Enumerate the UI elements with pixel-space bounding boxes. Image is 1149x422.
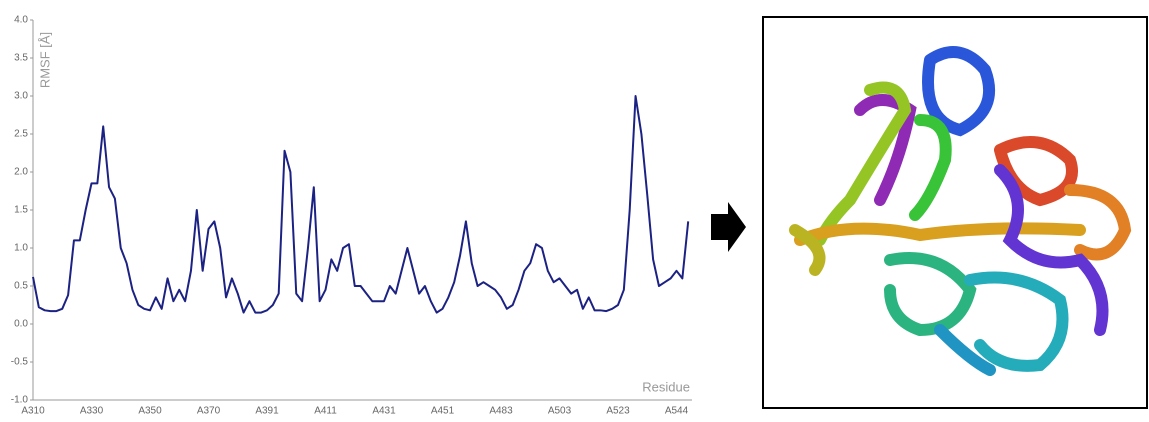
y-tick-label: 2.0 — [14, 167, 28, 178]
x-tick-label: A451 — [431, 406, 455, 417]
x-tick-label: A483 — [489, 406, 513, 417]
page: RMSF [Å] Residue -1.0 -0.5 0.0 0.5 1.0 1.5 2.0… — [0, 0, 1149, 422]
y-tick-label: -0.5 — [11, 357, 29, 368]
x-tick-label: A310 — [21, 406, 45, 417]
arrow — [711, 202, 746, 252]
x-tick-label: A370 — [197, 406, 221, 417]
x-axis-label: Residue — [642, 379, 690, 394]
x-tick-label: A544 — [665, 406, 689, 417]
x-tick-label: A350 — [138, 406, 162, 417]
x-tick-label: A411 — [314, 406, 337, 417]
figure: RMSF [Å] Residue -1.0 -0.5 0.0 0.5 1.0 1.5 2.0… — [0, 0, 1149, 417]
y-axis-label: RMSF [Å] — [37, 32, 52, 88]
y-tick-label: 3.5 — [14, 53, 28, 64]
y-tick-label: 1.0 — [14, 243, 28, 254]
y-tick-label: 1.5 — [14, 205, 28, 216]
x-tick-label: A503 — [548, 406, 572, 417]
x-tick-label: A523 — [606, 406, 630, 417]
rmsf-line — [33, 96, 688, 313]
y-tick-label: 0.5 — [14, 281, 28, 292]
y-tick-label: 4.0 — [14, 15, 28, 26]
y-tick-label: 2.5 — [14, 129, 28, 140]
x-tick-label: A330 — [80, 406, 104, 417]
y-tick-label: 0.0 — [14, 319, 28, 330]
protein-structure-image — [763, 17, 1147, 408]
x-tick-label: A391 — [255, 406, 279, 417]
y-tick-label: -1.0 — [11, 395, 29, 406]
y-tick-label: 3.0 — [14, 91, 28, 102]
x-tick-label: A431 — [372, 406, 396, 417]
